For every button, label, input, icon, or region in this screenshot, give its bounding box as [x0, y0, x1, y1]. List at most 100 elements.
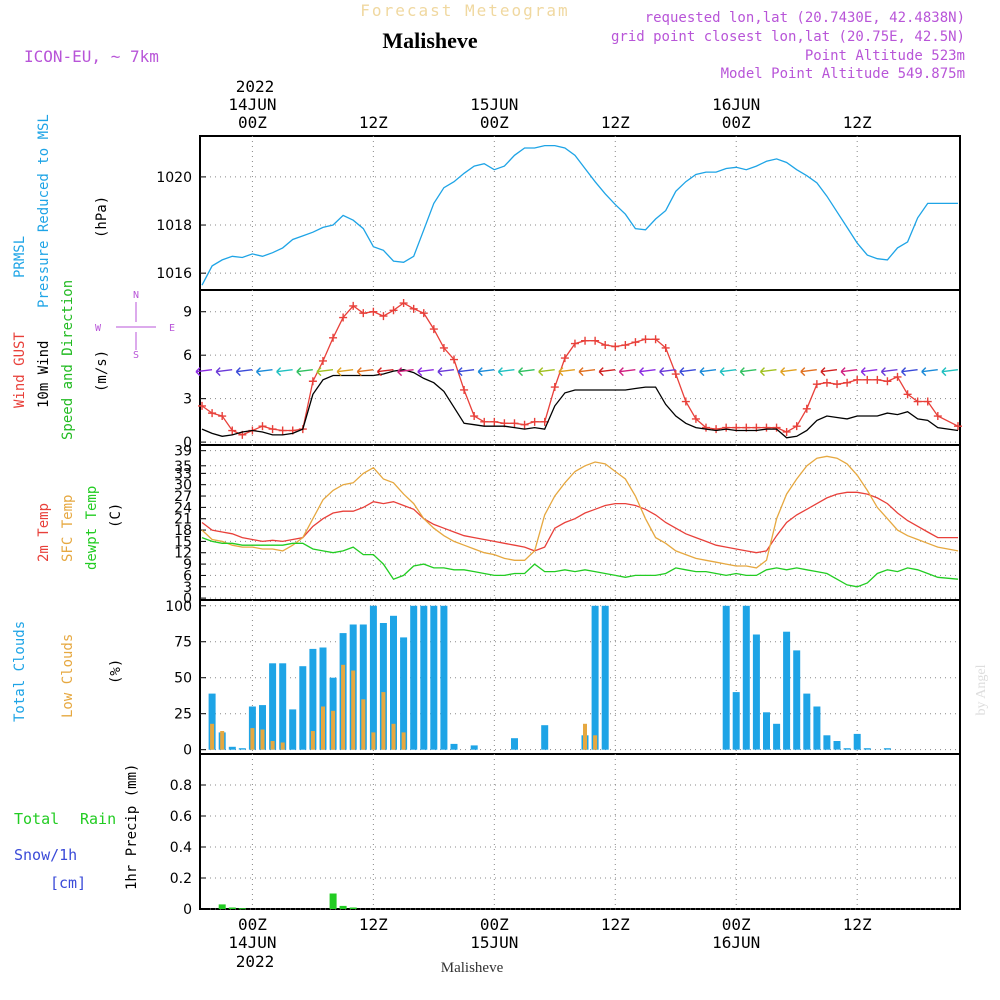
wind-arrow-28	[759, 367, 777, 377]
wind-arrow-15	[497, 367, 515, 377]
point-wind-wind-gust-7	[268, 425, 277, 434]
bar-clouds-total-clouds-3	[238, 748, 246, 750]
point-wind-wind-gust-12	[318, 356, 327, 365]
bar-clouds-total-clouds-15	[359, 624, 367, 750]
point-wind-wind-gust-61	[812, 380, 821, 389]
point-wind-wind-gust-39	[591, 336, 600, 345]
top-time-axis: 00Z 12Z 00Z 12Z 00Z 12Z 14JUN 15JUN 16JUN	[228, 95, 872, 132]
ytick-label-precipitation-4: 0.8	[170, 778, 192, 794]
point-wind-wind-gust-65	[853, 375, 862, 384]
point-wind-wind-gust-1	[208, 409, 217, 418]
point-wind-wind-gust-38	[581, 336, 590, 345]
wind-arrow-27	[739, 367, 757, 377]
ytick-label-temperature-0: 0	[183, 591, 192, 607]
ytick-label-pressure-0: 1016	[156, 266, 192, 282]
bar-clouds-low-clouds-13	[381, 692, 386, 750]
ytick-label-precipitation-1: 0.2	[170, 871, 192, 887]
point-wind-wind-gust-74	[953, 422, 962, 431]
point-wind-wind-gust-21	[409, 304, 418, 313]
ytick-label-precipitation-0: 0	[183, 902, 192, 918]
bar-clouds-low-clouds-2	[250, 728, 255, 750]
bar-clouds-low-clouds-1	[220, 731, 225, 750]
point-wind-wind-gust-16	[359, 309, 368, 318]
temp-sfc-label: SFC Temp	[60, 495, 76, 562]
point-wind-wind-gust-42	[621, 341, 630, 350]
ytick-label-temperature-5: 15	[174, 534, 192, 550]
series-temperature-dewpt-temp	[201, 536, 959, 588]
temp-dewpt-label: dewpt Temp	[84, 486, 100, 570]
panel-wind: 0 3 6 9	[183, 289, 962, 451]
wind-arrow-13	[457, 367, 475, 377]
wind-arrow-18	[558, 367, 575, 377]
wind-10m-label: 10m Wind	[36, 341, 52, 408]
bar-clouds-total-clouds-42	[833, 741, 841, 750]
bar-clouds-total-clouds-6	[269, 663, 277, 750]
panel-pressure: 1016 1018 1020	[156, 135, 961, 291]
wind-arrow-6	[316, 367, 334, 377]
bar-precipitation-total-0	[218, 904, 226, 909]
point-wind-wind-gust-32	[520, 420, 529, 429]
series-wind-10m-wind	[201, 369, 959, 439]
bar-precipitation-total-2	[238, 908, 246, 910]
bar-clouds-total-clouds-20	[410, 605, 418, 750]
wind-arrow-12	[437, 367, 455, 377]
wind-arrow-25	[699, 367, 717, 377]
bar-precipitation-total-3	[329, 893, 337, 909]
bar-clouds-total-clouds-44	[853, 733, 861, 750]
ytick-label-temperature-13: 39	[174, 444, 192, 460]
point-wind-wind-gust-2	[218, 412, 227, 421]
series-temperature-sfc-temp	[201, 455, 959, 569]
ytick-label-wind-2: 6	[183, 348, 192, 364]
point-wind-wind-gust-24	[439, 343, 448, 352]
bar-clouds-low-clouds-7	[321, 706, 325, 750]
ytick-label-temperature-12: 35	[174, 459, 192, 475]
point-wind-wind-gust-73	[933, 412, 942, 421]
ytick-label-clouds-2: 50	[174, 671, 192, 687]
wind-arrow-24	[679, 367, 696, 377]
chart-title: Forecast Meteogram	[360, 1, 569, 20]
bottom-tick-label-2: 00Z	[480, 915, 509, 934]
bar-clouds-total-clouds-32	[732, 692, 740, 750]
ytick-label-wind-0: 0	[183, 435, 192, 451]
bar-clouds-low-clouds-8	[331, 710, 336, 750]
wind-arrow-30	[800, 367, 817, 377]
point-wind-wind-gust-19	[389, 306, 398, 315]
wind-arrow-10	[397, 367, 414, 377]
point-wind-wind-gust-64	[843, 378, 852, 387]
point-wind-wind-gust-35	[550, 383, 559, 392]
point-wind-wind-gust-67	[873, 375, 882, 384]
bottom-tick-label-4: 00Z	[722, 915, 751, 934]
wind-arrow-36	[921, 367, 938, 377]
bar-clouds-total-clouds-45	[863, 748, 871, 750]
bar-precipitation-total-1	[228, 907, 236, 909]
wind-arrow-22	[639, 367, 656, 377]
total-clouds-label: Total Clouds	[12, 621, 28, 722]
bar-clouds-total-clouds-30	[601, 605, 609, 750]
prmsl-label: PRMSL	[12, 236, 28, 278]
point-wind-wind-gust-25	[450, 355, 459, 364]
bottom-year: 2022	[236, 952, 275, 971]
bar-clouds-total-clouds-17	[379, 623, 387, 750]
bar-clouds-total-clouds-24	[450, 743, 458, 750]
bottom-date-label-0: 14JUN	[228, 933, 276, 952]
bar-clouds-low-clouds-12	[371, 732, 376, 750]
ytick-label-clouds-3: 75	[174, 635, 192, 651]
point-wind-wind-gust-71	[913, 397, 922, 406]
wind-arrow-32	[840, 367, 858, 377]
point-wind-wind-gust-43	[631, 338, 640, 347]
wind-gust-label: Wind GUST	[12, 332, 28, 408]
bar-clouds-total-clouds-36	[773, 723, 781, 750]
point-wind-wind-gust-46	[661, 343, 670, 352]
point-wind-wind-gust-33	[530, 417, 539, 426]
wind-arrow-21	[618, 367, 636, 377]
bar-clouds-total-clouds-19	[400, 637, 408, 750]
wind-arrow-29	[780, 367, 797, 377]
bar-clouds-total-clouds-25	[470, 745, 478, 750]
ytick-label-temperature-1: 3	[183, 580, 192, 596]
location-title: Malisheve	[382, 28, 478, 53]
point-wind-wind-gust-59	[792, 422, 801, 431]
wind-arrow-19	[578, 367, 596, 377]
point-wind-wind-gust-44	[641, 335, 650, 344]
top-tick-label-0: 00Z	[238, 113, 267, 132]
